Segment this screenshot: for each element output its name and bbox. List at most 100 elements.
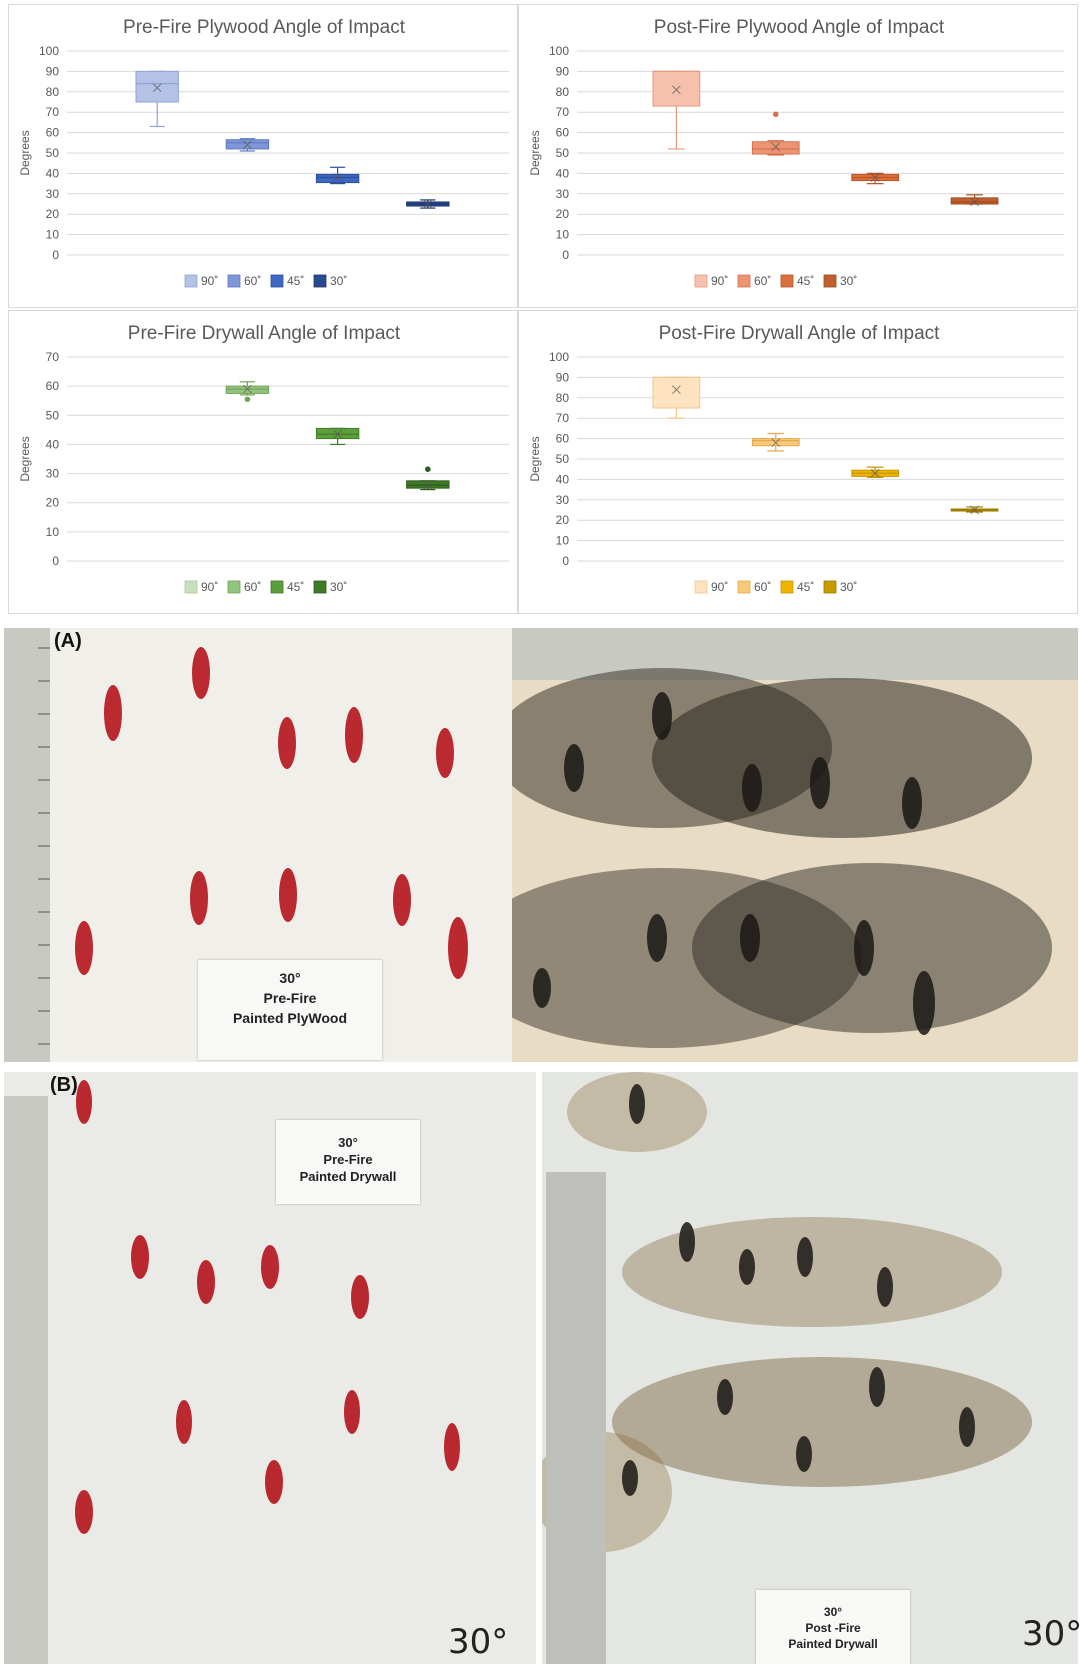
legend-label: 45˚ (287, 274, 304, 288)
y-tick-label: 30 (556, 187, 570, 201)
legend-swatch (184, 274, 198, 288)
photo-pre-fire-plywood (4, 628, 512, 1062)
y-tick-label: 40 (556, 472, 570, 486)
chart-title: Pre-Fire Plywood Angle of Impact (123, 17, 406, 38)
box (315, 173, 360, 184)
y-axis-label: Degrees (18, 436, 32, 481)
mean-marker (672, 85, 681, 95)
legend-label: 30˚ (840, 274, 857, 288)
legend-swatch (227, 274, 241, 288)
mean-marker (423, 199, 433, 209)
mean-marker (333, 173, 342, 182)
legend-label: 30˚ (330, 274, 347, 288)
drywall-stains (75, 1080, 460, 1534)
legend-swatch (780, 274, 794, 288)
y-tick-label: 40 (556, 166, 570, 180)
y-tick-label: 20 (556, 207, 570, 221)
burnt-stains (533, 692, 935, 1035)
mean-marker (970, 197, 979, 207)
card-b-post-line-3: Painted Drywall (788, 1637, 878, 1651)
y-tick-label: 0 (562, 248, 569, 262)
label-card-pre-fire-plywood: 30° Pre-Fire Painted PlyWood (198, 960, 382, 1060)
legend-swatch (694, 274, 708, 288)
label-card-pre-fire-drywall: 30° Pre-Fire Painted Drywall (276, 1120, 420, 1204)
mean-marker (672, 385, 681, 394)
ruler-ticks (38, 647, 50, 1045)
mean-marker (970, 505, 979, 515)
chart-svg-0: Pre-Fire Plywood Angle of Impact Degrees 0… (18, 17, 509, 288)
y-tick-label: 0 (52, 248, 59, 262)
chart-svg-3: Post-Fire Drywall Angle of Impact Degrees… (528, 323, 1064, 594)
box (652, 376, 701, 409)
photo-b-right-svg (542, 1072, 1032, 1664)
y-tick-label: 60 (556, 126, 570, 140)
y-tick-label: 80 (556, 85, 570, 99)
mean-marker (243, 140, 252, 150)
y-tick-label: 40 (46, 437, 60, 451)
chart-post-fire-drywall: Post-Fire Drywall Angle of Impact Degrees… (518, 310, 1078, 614)
burnt-drywall-stains (622, 1084, 975, 1496)
handwritten-angle-right: 30° (1022, 1614, 1080, 1654)
legend-label: 60˚ (244, 580, 261, 594)
legend-swatch (270, 274, 284, 288)
y-tick-label: 70 (556, 411, 570, 425)
chart-post-fire-plywood: Post-Fire Plywood Angle of Impact Degrees… (518, 4, 1078, 308)
y-tick-label: 10 (556, 534, 570, 548)
legend-swatch (780, 580, 794, 594)
legend-label: 90˚ (201, 274, 218, 288)
mean-marker (243, 384, 252, 394)
y-tick-label: 20 (556, 513, 570, 527)
chart-pre-fire-plywood: Pre-Fire Plywood Angle of Impact Degrees 0… (8, 4, 518, 308)
photo-a-right-svg (512, 628, 1078, 1048)
chart-svg-2: Pre-Fire Drywall Angle of Impact Degrees 0… (18, 323, 509, 594)
y-tick-label: 60 (556, 432, 570, 446)
y-tick-label: 80 (46, 85, 60, 99)
photo-b-left-svg (4, 1080, 460, 1664)
chart-title: Pre-Fire Drywall Angle of Impact (128, 323, 401, 344)
box (406, 480, 450, 489)
y-tick-label: 60 (46, 126, 60, 140)
legend-label: 90˚ (711, 580, 728, 594)
y-tick-label: 70 (46, 350, 60, 364)
legend-swatch (823, 274, 837, 288)
y-tick-label: 20 (46, 207, 60, 221)
y-tick-label: 50 (556, 452, 570, 466)
outlier-point (425, 466, 431, 472)
mean-marker (771, 438, 781, 448)
legend-label: 45˚ (797, 580, 814, 594)
mean-marker (333, 429, 342, 439)
legend-label: 45˚ (287, 580, 304, 594)
y-tick-label: 20 (46, 496, 60, 510)
box (751, 141, 800, 155)
legend-swatch (313, 580, 327, 594)
card-b-pre-line-1: 30° (338, 1135, 358, 1150)
y-tick-label: 50 (46, 408, 60, 422)
y-tick-label: 70 (46, 105, 60, 119)
y-tick-label: 30 (46, 467, 60, 481)
mean-marker (870, 468, 880, 478)
y-tick-label: 90 (556, 370, 570, 384)
box (950, 197, 999, 205)
y-tick-label: 50 (556, 146, 570, 160)
mean-marker (870, 173, 880, 182)
legend-label: 60˚ (754, 274, 771, 288)
y-tick-label: 10 (46, 228, 60, 242)
handwritten-angle-left: 30° (448, 1622, 509, 1662)
box (135, 70, 179, 103)
legend-label: 30˚ (330, 580, 347, 594)
bloodstains (75, 647, 468, 979)
legend-swatch (737, 580, 751, 594)
card-b-post-line-2: Post -Fire (805, 1621, 861, 1635)
y-tick-label: 50 (46, 146, 60, 160)
y-tick-label: 100 (549, 350, 569, 364)
y-tick-label: 100 (549, 44, 569, 58)
y-tick-label: 90 (556, 64, 570, 78)
legend-label: 60˚ (754, 580, 771, 594)
y-tick-label: 30 (46, 187, 60, 201)
y-tick-label: 0 (52, 554, 59, 568)
y-tick-label: 90 (46, 64, 60, 78)
legend-label: 90˚ (711, 274, 728, 288)
y-tick-label: 10 (556, 228, 570, 242)
y-tick-label: 80 (556, 391, 570, 405)
legend-label: 45˚ (797, 274, 814, 288)
